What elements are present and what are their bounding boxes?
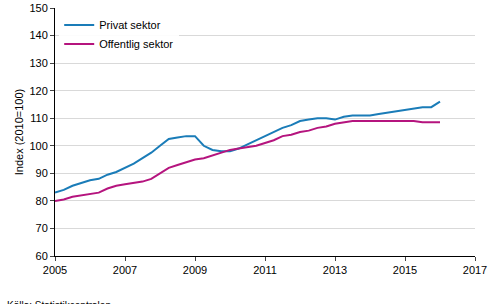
svg-text:140: 140 — [29, 29, 47, 41]
svg-text:Källa: Statistikcentralen: Källa: Statistikcentralen — [7, 300, 111, 304]
svg-text:110: 110 — [30, 112, 48, 124]
svg-text:2015: 2015 — [393, 264, 417, 276]
svg-text:100: 100 — [29, 140, 47, 152]
svg-text:Privat sektor: Privat sektor — [99, 19, 160, 31]
svg-text:2017: 2017 — [463, 264, 487, 276]
svg-text:2009: 2009 — [183, 264, 207, 276]
svg-text:150: 150 — [29, 2, 47, 14]
svg-text:90: 90 — [36, 167, 48, 179]
svg-text:2007: 2007 — [113, 264, 137, 276]
svg-text:130: 130 — [29, 57, 47, 69]
svg-text:2011: 2011 — [253, 264, 277, 276]
svg-text:Offentlig sektor: Offentlig sektor — [99, 38, 173, 50]
svg-text:80: 80 — [36, 195, 48, 207]
svg-text:Index (2010=100): Index (2010=100) — [13, 89, 25, 176]
svg-text:120: 120 — [29, 85, 47, 97]
svg-text:2013: 2013 — [323, 264, 347, 276]
svg-text:70: 70 — [36, 222, 48, 234]
svg-text:60: 60 — [36, 250, 48, 262]
svg-text:2005: 2005 — [43, 264, 67, 276]
